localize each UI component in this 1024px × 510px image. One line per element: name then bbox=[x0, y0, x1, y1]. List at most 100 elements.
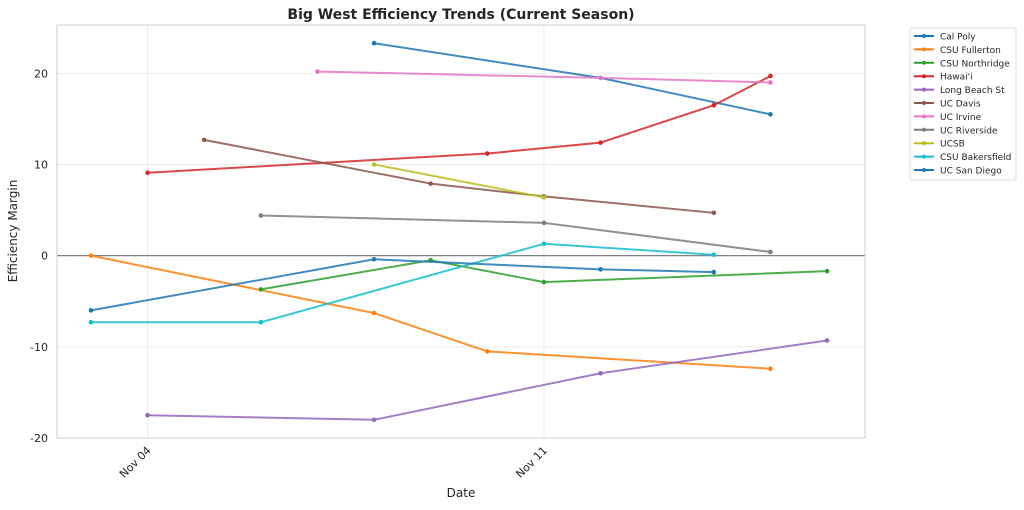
x-axis-label: Date bbox=[447, 486, 476, 500]
series-line bbox=[260, 259, 828, 291]
legend-item: CSU Bakersfield bbox=[914, 153, 1011, 163]
series-line bbox=[90, 254, 771, 370]
y-tick-label: -10 bbox=[30, 341, 48, 354]
legend-marker bbox=[922, 34, 926, 38]
series-line bbox=[147, 339, 828, 421]
grid bbox=[57, 25, 865, 439]
legend-item: UC Riverside bbox=[914, 126, 998, 136]
data-point bbox=[145, 412, 150, 418]
series-csu-bakersfield bbox=[88, 241, 717, 325]
series-ucsb bbox=[371, 162, 547, 200]
legend-item: Cal Poly bbox=[914, 33, 976, 43]
legend-marker bbox=[922, 168, 926, 172]
data-point bbox=[598, 267, 603, 272]
series-uc-irvine bbox=[315, 69, 773, 85]
legend-label: Long Beach St bbox=[940, 86, 1005, 96]
legend-marker bbox=[922, 114, 926, 119]
data-point bbox=[371, 310, 377, 316]
data-point bbox=[824, 338, 830, 343]
data-point bbox=[371, 257, 377, 262]
legend-label: CSU Bakersfield bbox=[940, 153, 1011, 163]
legend-box bbox=[909, 27, 1017, 181]
data-point bbox=[711, 102, 717, 108]
series-csu-northridge bbox=[258, 257, 830, 292]
legend-marker bbox=[922, 154, 926, 159]
series-group bbox=[88, 40, 830, 423]
chart-title: Big West Efficiency Trends (Current Seas… bbox=[287, 7, 634, 23]
data-point bbox=[88, 319, 94, 325]
legend-label: UC Irvine bbox=[940, 113, 982, 123]
legend-item: UCSB bbox=[914, 140, 965, 150]
data-point bbox=[485, 349, 490, 354]
series-long-beach-st bbox=[145, 338, 830, 423]
series-uc-san-diego bbox=[88, 257, 717, 313]
series-line bbox=[373, 42, 771, 116]
data-point bbox=[485, 151, 490, 156]
data-point bbox=[88, 253, 94, 258]
data-point bbox=[598, 370, 603, 376]
data-point bbox=[258, 319, 264, 325]
y-tick-label: -20 bbox=[30, 432, 48, 445]
data-point bbox=[598, 140, 603, 145]
series-uc-riverside bbox=[258, 213, 773, 255]
legend-label: CSU Northridge bbox=[940, 59, 1010, 69]
data-point bbox=[768, 80, 773, 85]
data-point bbox=[258, 213, 264, 218]
data-point bbox=[541, 241, 547, 247]
series-line bbox=[147, 75, 771, 174]
data-point bbox=[371, 417, 377, 423]
legend-marker bbox=[922, 74, 926, 79]
y-tick-label: 0 bbox=[41, 250, 48, 263]
legend-label: UC San Diego bbox=[940, 167, 1002, 177]
data-point bbox=[371, 162, 377, 167]
y-tick-label: 10 bbox=[34, 158, 48, 171]
legend-item: Hawai'i bbox=[914, 73, 973, 83]
data-point bbox=[711, 269, 717, 275]
data-point bbox=[598, 75, 603, 81]
data-point bbox=[145, 170, 150, 175]
legend-marker bbox=[922, 60, 926, 65]
legend: Cal Poly CSU Fullerton CSU Northridge Hawai… bbox=[909, 27, 1017, 181]
legend-label: UCSB bbox=[940, 140, 965, 150]
data-point bbox=[201, 137, 207, 143]
legend-marker bbox=[922, 127, 926, 132]
data-point bbox=[711, 252, 717, 258]
legend-label: UC Riverside bbox=[940, 126, 998, 136]
legend-label: UC Davis bbox=[940, 100, 981, 110]
data-point bbox=[428, 181, 434, 186]
legend-label: Hawai'i bbox=[940, 73, 973, 83]
data-point bbox=[88, 308, 94, 313]
series-hawai-i bbox=[145, 73, 773, 175]
data-point bbox=[768, 249, 773, 255]
data-point bbox=[768, 112, 773, 117]
data-point bbox=[541, 220, 547, 226]
legend-label: Cal Poly bbox=[940, 33, 976, 43]
data-point bbox=[315, 69, 320, 74]
legend-item: UC San Diego bbox=[914, 167, 1002, 177]
series-line bbox=[204, 138, 714, 214]
data-point bbox=[711, 210, 717, 216]
legend-marker bbox=[922, 141, 926, 146]
legend-marker bbox=[922, 101, 926, 105]
data-point bbox=[541, 279, 547, 285]
x-tick-label: Nov 04 bbox=[117, 444, 154, 481]
plot-area bbox=[56, 24, 866, 439]
series-line bbox=[90, 242, 714, 324]
legend-item: CSU Northridge bbox=[914, 59, 1010, 69]
y-tick-label: 20 bbox=[34, 67, 48, 80]
legend-label: CSU Fullerton bbox=[940, 46, 1001, 56]
legend-marker bbox=[922, 47, 926, 52]
data-point bbox=[768, 366, 773, 372]
series-line bbox=[373, 163, 545, 199]
data-point bbox=[371, 40, 377, 46]
legend-marker bbox=[922, 87, 926, 92]
data-point bbox=[541, 195, 547, 200]
data-point bbox=[824, 268, 830, 274]
series-uc-davis bbox=[201, 137, 717, 216]
y-axis-label: Efficiency Margin bbox=[6, 180, 20, 283]
data-point bbox=[768, 73, 773, 79]
series-line bbox=[90, 258, 714, 312]
legend-item: UC Davis bbox=[914, 100, 981, 110]
x-tick-label: Nov 11 bbox=[513, 444, 550, 481]
